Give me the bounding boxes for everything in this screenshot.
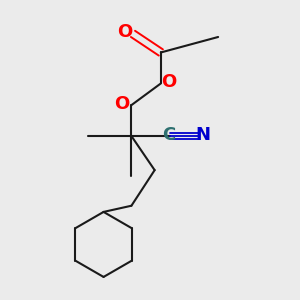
- Text: O: O: [162, 73, 177, 91]
- Text: O: O: [118, 23, 133, 41]
- Text: C: C: [162, 126, 175, 144]
- Text: N: N: [195, 126, 210, 144]
- Text: O: O: [115, 95, 130, 113]
